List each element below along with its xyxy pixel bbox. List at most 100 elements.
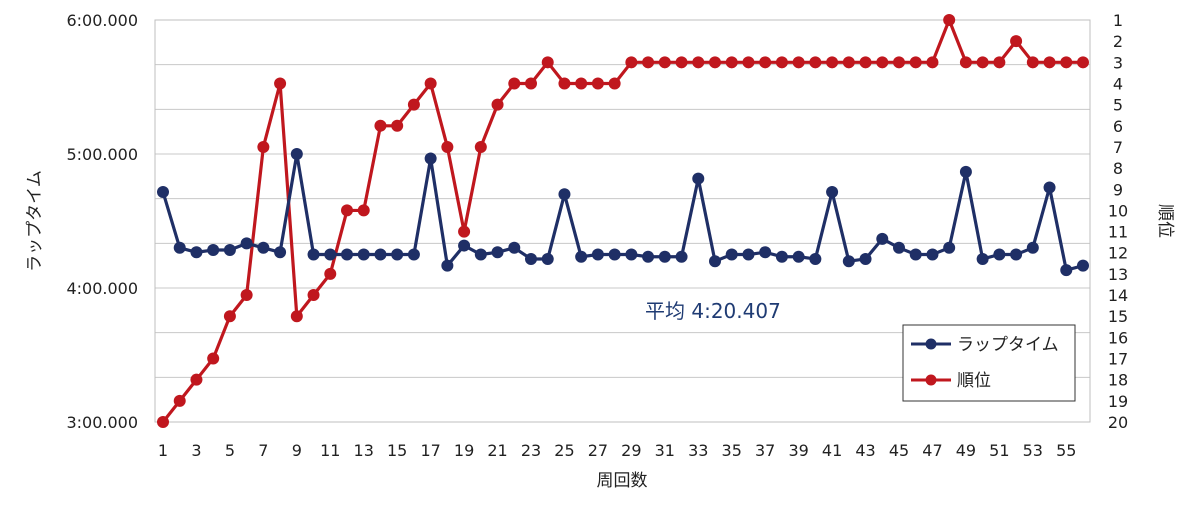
right-tick-label: 18: [1108, 371, 1128, 390]
laptime-point: [491, 246, 504, 259]
laptime-point: [173, 241, 186, 254]
position-point: [709, 56, 721, 69]
laptime-point: [809, 252, 822, 265]
x-tick-label: 13: [354, 441, 374, 460]
laptime-point: [742, 248, 755, 261]
position-point: [909, 56, 922, 69]
position-point: [759, 56, 772, 69]
x-tick-label: 49: [956, 441, 976, 460]
laptime-point: [474, 248, 487, 261]
laptime-point: [525, 252, 537, 265]
position-point: [826, 56, 839, 69]
x-tick-label: 55: [1056, 441, 1076, 460]
position-point: [290, 310, 303, 323]
x-tick-label: 33: [688, 441, 708, 460]
right-tick-label: 13: [1108, 265, 1128, 284]
laptime-point: [257, 241, 270, 254]
laptime-point: [775, 250, 788, 263]
right-tick-label: 10: [1108, 201, 1128, 220]
laptime-point: [642, 250, 655, 263]
position-point: [976, 56, 989, 69]
left-tick-label: 4:00.000: [66, 279, 138, 298]
x-tick-label: 29: [621, 441, 641, 460]
left-axis-title: ラップタイム: [25, 170, 45, 272]
laptime-point: [909, 248, 922, 261]
laptime-point: [157, 185, 169, 198]
position-point: [324, 267, 337, 280]
laptime-point: [675, 250, 688, 263]
position-point: [775, 56, 788, 69]
position-point: [441, 140, 454, 153]
laptime-point: [876, 232, 889, 245]
position-point: [842, 56, 855, 69]
x-tick-label: 37: [755, 441, 775, 460]
position-point: [591, 77, 604, 90]
laptime-point: [591, 248, 604, 261]
position-point: [407, 98, 420, 111]
laptime-point: [692, 172, 705, 185]
laptime-point: [223, 244, 236, 257]
position-point: [541, 56, 554, 69]
right-tick-label: 12: [1108, 244, 1128, 263]
laptime-point: [1026, 241, 1039, 254]
laptime-point: [926, 248, 939, 261]
position-point: [675, 56, 688, 69]
laptime-point: [458, 239, 471, 252]
position-point: [307, 289, 320, 302]
laptime-point: [290, 148, 303, 160]
laptime-point: [608, 248, 621, 261]
x-tick-label: 31: [655, 441, 675, 460]
position-point: [859, 56, 872, 69]
laptime-point: [207, 244, 220, 257]
average-annotation: 平均 4:20.407: [645, 299, 781, 323]
position-point: [575, 77, 588, 90]
position-point: [926, 56, 939, 69]
laptime-point: [1043, 181, 1056, 194]
x-axis-ticks: 1 3 5 7 9 11 13 15 17 19 21 23 25 27 29 31 33 35 37 39 41 43 4…: [158, 441, 1077, 460]
position-point: [173, 394, 186, 407]
right-tick-label: 11: [1108, 223, 1128, 242]
laptime-point: [859, 252, 872, 265]
x-tick-label: 25: [554, 441, 574, 460]
laptime-point: [893, 241, 905, 254]
position-point: [374, 119, 387, 132]
laptime-point: [558, 188, 571, 201]
laptime-point: [541, 252, 554, 265]
right-tick-label: 8: [1113, 159, 1123, 178]
x-tick-label: 17: [420, 441, 440, 460]
position-point: [157, 416, 169, 428]
legend: ラップタイム 順位: [902, 324, 1076, 402]
laptime-point: [976, 252, 989, 265]
x-tick-label: 9: [292, 441, 302, 460]
x-tick-label: 23: [521, 441, 541, 460]
laptime-point: [625, 248, 638, 261]
laptime-point: [1010, 248, 1023, 261]
x-tick-label: 7: [258, 441, 268, 460]
laptime-point: [274, 246, 287, 259]
laptime-point: [792, 250, 805, 263]
x-tick-label: 45: [889, 441, 909, 460]
position-point: [893, 56, 905, 69]
position-point: [223, 310, 236, 323]
x-tick-label: 21: [487, 441, 507, 460]
laptime-point: [658, 250, 671, 263]
x-tick-label: 43: [855, 441, 875, 460]
x-tick-label: 47: [922, 441, 942, 460]
x-tick-label: 39: [788, 441, 808, 460]
laptime-point: [441, 259, 454, 272]
position-point: [1043, 56, 1056, 69]
laptime-point: [575, 250, 588, 263]
position-point: [959, 56, 972, 69]
right-tick-label: 9: [1113, 180, 1123, 199]
laptime-point: [407, 248, 420, 261]
position-point: [642, 56, 655, 69]
legend-label-position: 順位: [957, 371, 991, 391]
position-point: [943, 14, 956, 26]
x-tick-label: 51: [989, 441, 1009, 460]
position-point: [207, 352, 220, 365]
x-tick-label: 27: [588, 441, 608, 460]
laptime-point: [993, 248, 1006, 261]
legend-box: [902, 324, 1076, 402]
plot-area-border: [154, 19, 1091, 423]
